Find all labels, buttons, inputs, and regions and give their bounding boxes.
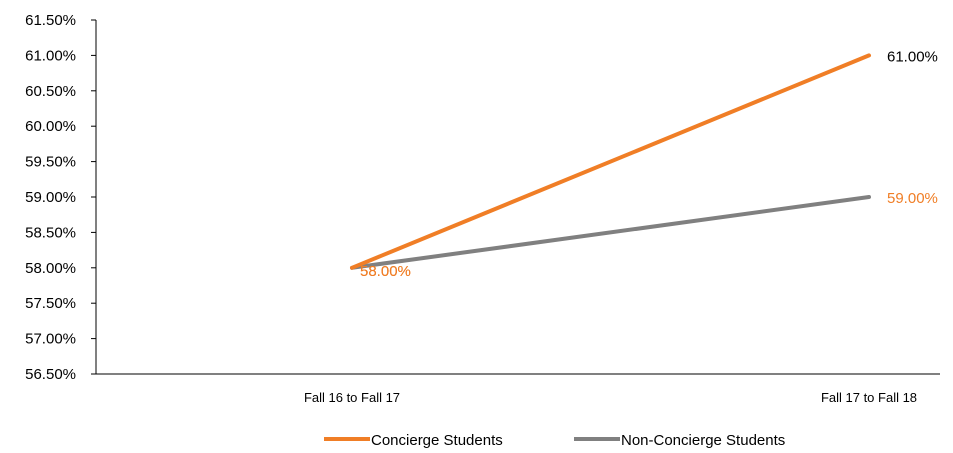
y-tick-label: 59.50% — [25, 154, 76, 171]
y-tick-label: 58.50% — [25, 224, 76, 241]
data-label: 61.00% — [887, 48, 938, 65]
data-labels: 58.00%59.00%58.00%61.00% — [360, 48, 938, 279]
legend-label: Non-Concierge Students — [621, 432, 785, 449]
x-tick-label: Fall 17 to Fall 18 — [821, 390, 917, 405]
data-label: 59.00% — [887, 190, 938, 207]
y-tick-label: 61.00% — [25, 47, 76, 64]
legend-label: Concierge Students — [371, 432, 503, 449]
y-tick-label: 59.00% — [25, 189, 76, 206]
y-tick-label: 58.00% — [25, 260, 76, 277]
y-tick-label: 57.00% — [25, 331, 76, 348]
x-tick-label: Fall 16 to Fall 17 — [304, 390, 400, 405]
y-tick-label: 60.50% — [25, 83, 76, 100]
x-axis: Fall 16 to Fall 17 Fall 17 to Fall 18 — [96, 373, 940, 405]
y-tick-label: 60.00% — [25, 118, 76, 135]
y-tick-label: 61.50% — [25, 12, 76, 29]
legend[interactable]: Concierge Students Non-Concierge Students — [324, 432, 785, 449]
y-tick-label: 57.50% — [25, 295, 76, 312]
legend-item-concierge[interactable]: Concierge Students — [324, 432, 503, 449]
y-tick-label: 56.50% — [25, 366, 76, 383]
legend-item-non-concierge[interactable]: Non-Concierge Students — [574, 432, 785, 449]
series-line-concierge — [350, 53, 871, 270]
data-label: 58.00% — [360, 263, 411, 280]
data-label: 58.00% — [360, 263, 411, 280]
y-axis: 56.50% 57.00% 57.50% 58.00% 58.50% 59.00% 59.5… — [25, 12, 97, 383]
series-line-non-concierge — [350, 195, 871, 270]
series-lines — [350, 53, 871, 270]
